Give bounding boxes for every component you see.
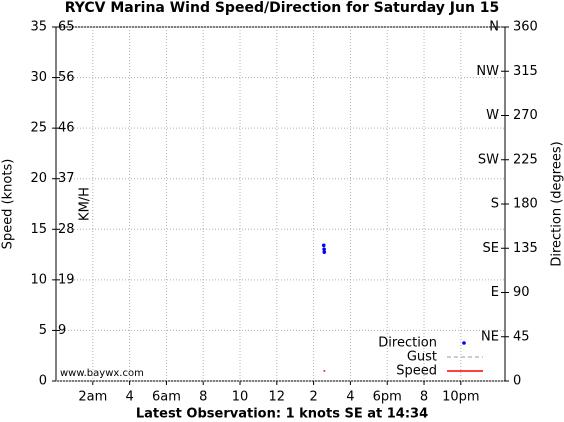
x-tick-label: 2am [78, 390, 107, 405]
legend-label: Gust [407, 350, 437, 365]
kmh-tick-label: 19 [58, 272, 75, 287]
y2-tick-label: 315 [513, 64, 538, 79]
direction-point [322, 250, 327, 254]
y2-tick-label: 90 [513, 285, 530, 300]
y2-tick-label: 270 [513, 108, 538, 123]
direction-point [321, 243, 326, 248]
compass-label: S [491, 197, 499, 212]
compass-label: SE [483, 241, 499, 256]
y2-axis-label: Direction (degrees) [550, 141, 564, 266]
kmh-tick-label: 65 [58, 20, 75, 35]
y-tick-label: 10 [30, 272, 47, 287]
x-tick-label: 2 [309, 390, 317, 405]
x-tick-label: 4 [125, 390, 133, 405]
kmh-tick-label: 56 [58, 70, 75, 85]
compass-label: NE [481, 329, 499, 344]
y-tick-label: 15 [30, 222, 47, 237]
kmh-axis-label: KM/H [78, 187, 93, 221]
watermark: www.baywx.com [60, 368, 144, 379]
y-tick-label: 5 [39, 323, 47, 338]
x-tick-label: 12 [269, 390, 286, 405]
y2-tick-label: 45 [513, 329, 530, 344]
compass-label: E [491, 285, 499, 300]
kmh-tick-label: 37 [58, 171, 75, 186]
x-tick-label: 6am [152, 390, 181, 405]
x-tick-label: 4 [346, 390, 354, 405]
kmh-tick-label: 46 [58, 121, 75, 136]
y-tick-label: 25 [30, 121, 47, 136]
compass-label: SW [478, 152, 499, 167]
legend-label: Speed [396, 364, 437, 379]
x-axis-label: Latest Observation: 1 knots SE at 14:34 [136, 407, 428, 422]
x-tick-label: 10 [232, 390, 249, 405]
y-tick-label: 0 [39, 374, 47, 389]
y-tick-label: 30 [30, 70, 47, 85]
y-axis-label: Speed (knots) [1, 159, 16, 250]
y2-tick-label: 360 [513, 20, 538, 35]
kmh-tick-label: 9 [58, 323, 66, 338]
legend-swatch [462, 341, 466, 345]
chart-title: RYCV Marina Wind Speed/Direction for Sat… [65, 0, 500, 16]
direction-point [322, 247, 326, 252]
plot-frame [55, 26, 506, 382]
y-tick-label: 35 [30, 20, 47, 35]
compass-label: N [489, 20, 499, 35]
y2-tick-label: 180 [513, 197, 538, 212]
y2-tick-label: 225 [513, 152, 538, 167]
kmh-tick-label: 28 [58, 222, 75, 237]
compass-label: NW [476, 64, 499, 79]
y-tick-label: 20 [30, 171, 47, 186]
x-tick-label: 8 [199, 390, 207, 405]
x-tick-label: 8 [420, 390, 428, 405]
x-tick-label: 6pm [373, 390, 402, 405]
y2-tick-label: 0 [513, 374, 521, 389]
legend-label: Direction [378, 336, 437, 351]
compass-label: W [486, 108, 499, 123]
y2-tick-label: 135 [513, 241, 538, 256]
x-tick-label: 10pm [442, 390, 479, 405]
